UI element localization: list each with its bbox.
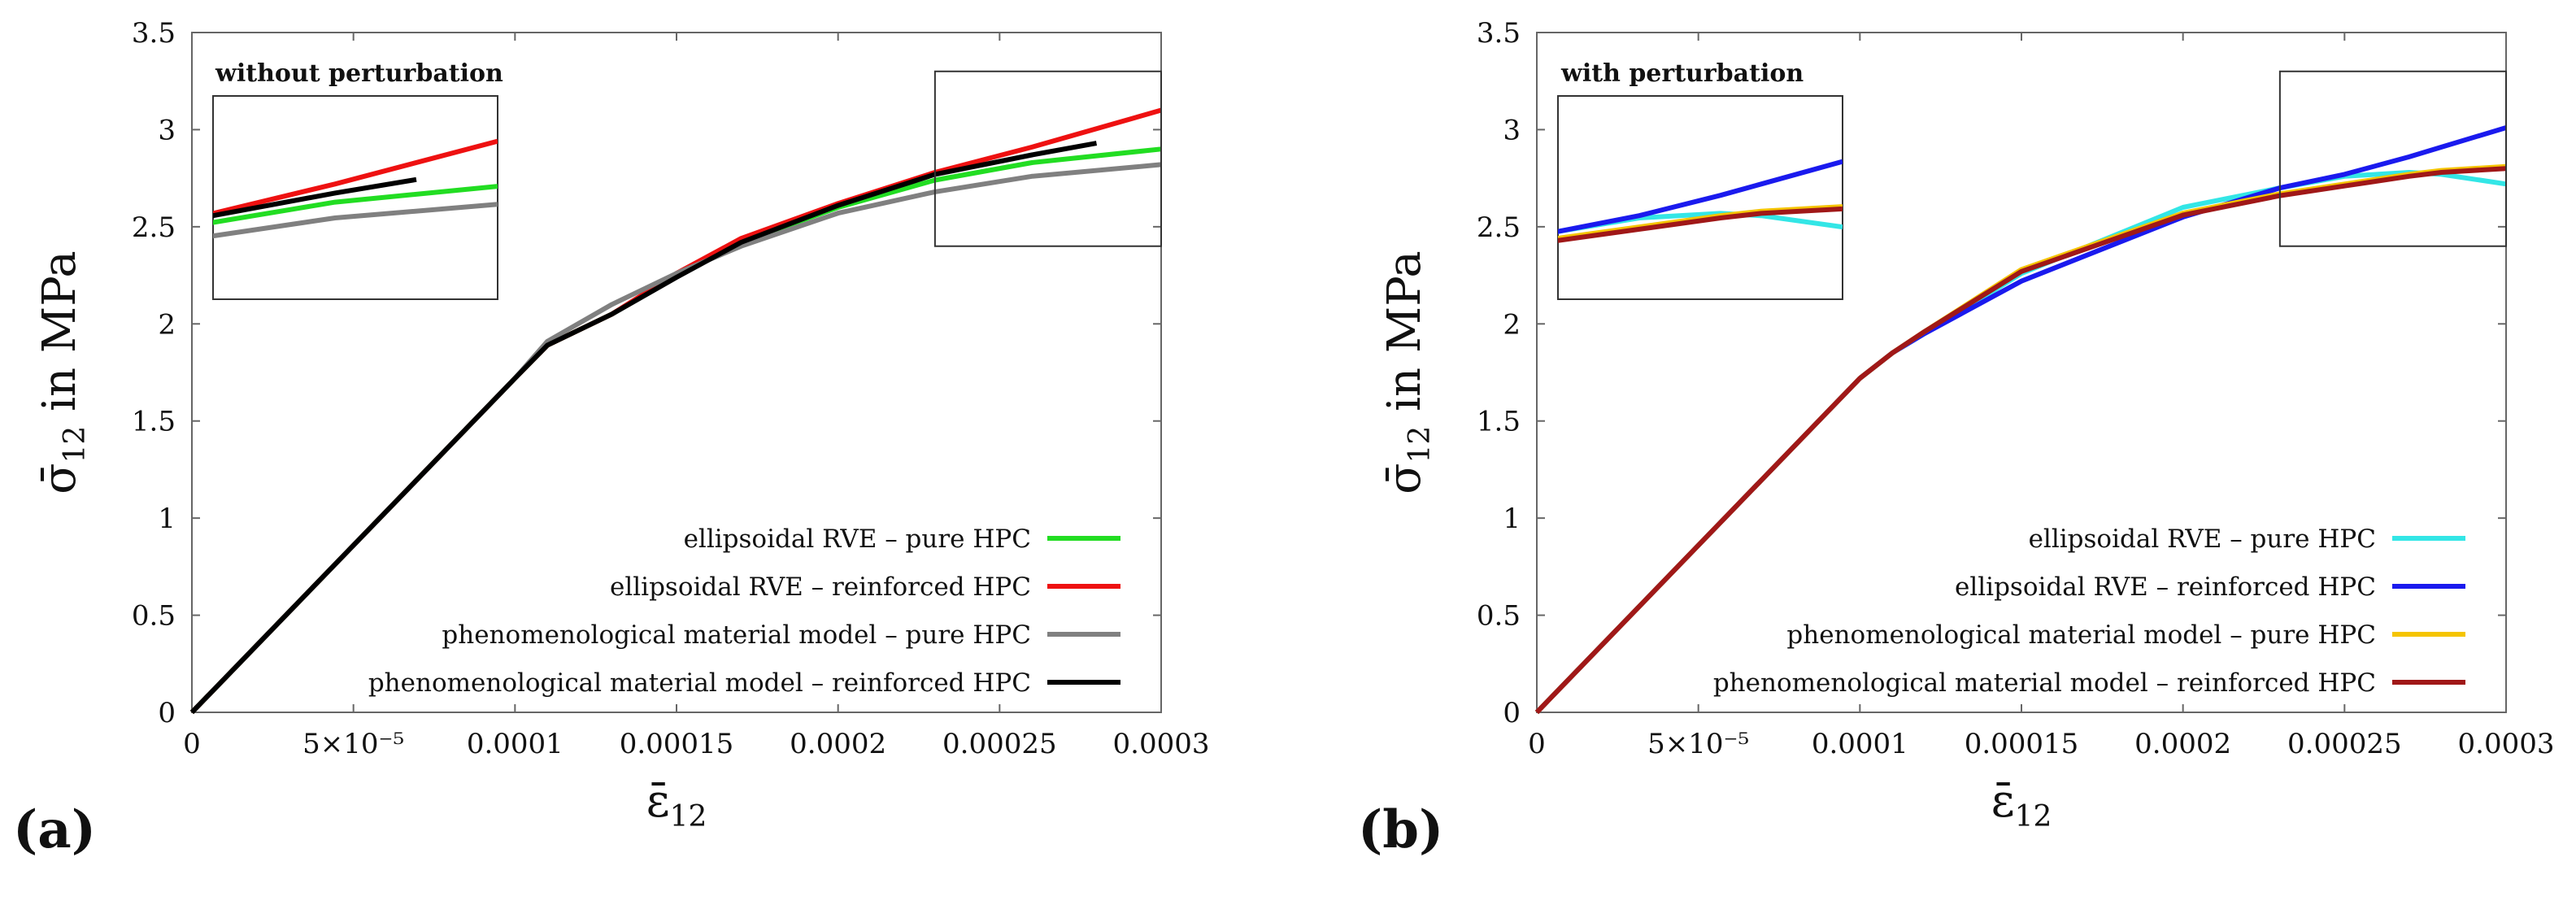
x-axis-label-b: ε̄12 [1991, 775, 2052, 834]
legend-label-3: phenomenological material model – pure H… [1786, 620, 2376, 650]
x-tick-label: 0.00015 [620, 728, 734, 760]
y-tick-label: 3 [1503, 114, 1521, 146]
y-tick-label: 1.5 [132, 406, 176, 438]
x-tick-label: 0.00015 [1965, 728, 2079, 760]
y-tick-label: 2.5 [1477, 211, 1521, 244]
inset-series-line-1 [213, 184, 498, 225]
inset-frame-b [1557, 95, 1843, 300]
y-axis-label-a: σ̄12 in MPa [33, 250, 92, 494]
y-tick-label: 1 [158, 503, 176, 535]
x-tick-label: 0.00025 [2287, 728, 2402, 760]
y-tick-label: 0 [158, 697, 176, 729]
inset-title-a: without perturbation [215, 59, 503, 88]
y-tick-label: 1 [1503, 503, 1521, 535]
inset-series-line-2 [1558, 159, 1843, 234]
inset-series-line-4 [213, 176, 417, 219]
x-tick-label: 0.0002 [790, 728, 886, 760]
series-line-4 [189, 141, 1098, 715]
inset-series-line-2 [213, 138, 498, 216]
y-tick-label: 1.5 [1477, 406, 1521, 438]
legend-a: ellipsoidal RVE – pure HPC ellipsoidal RV… [368, 524, 1120, 698]
legend-label-3: phenomenological material model – pure H… [442, 620, 1031, 650]
inset-frame-a [212, 95, 498, 300]
inset-series-line-3 [213, 202, 498, 239]
legend-label-1: ellipsoidal RVE – pure HPC [2029, 524, 2376, 554]
y-tick-label: 0 [1503, 697, 1521, 729]
inset-series-line-4 [1558, 206, 1843, 243]
legend-label-1: ellipsoidal RVE – pure HPC [684, 524, 1031, 554]
y-tick-label: 3.5 [132, 17, 176, 50]
x-tick-label: 0.00025 [942, 728, 1057, 760]
legend-b: ellipsoidal RVE – pure HPC ellipsoidal RV… [1713, 524, 2465, 698]
y-tick-label: 2.5 [132, 211, 176, 244]
x-tick-label: 0.0003 [2458, 728, 2555, 760]
y-tick-label: 0.5 [1477, 600, 1521, 633]
y-tick-label: 3 [158, 114, 176, 146]
x-tick-label: 0.0002 [2134, 728, 2231, 760]
inset-title-b: with perturbation [1560, 59, 1804, 88]
legend-label-2: ellipsoidal RVE – reinforced HPC [1955, 572, 2376, 602]
legend-label-4: phenomenological material model – reinfo… [1713, 668, 2376, 698]
x-tick-label: 0.0001 [1812, 728, 1908, 760]
legend-label-2: ellipsoidal RVE – reinforced HPC [610, 572, 1031, 602]
y-tick-label: 0.5 [132, 600, 176, 633]
x-tick-label: 5×10⁻⁵ [302, 728, 404, 760]
y-axis-label-b: σ̄12 in MPa [1378, 250, 1437, 494]
panel-b: 0 0.5 1 1.5 2 2.5 3 3.5 0 5×10⁻⁵ 0.0001 0.00015 0.0… [1358, 17, 2555, 860]
panel-label-b: (b) [1358, 799, 1443, 860]
x-tick-label: 0 [183, 728, 201, 760]
y-tick-label: 2 [158, 308, 176, 341]
x-tick-label: 5×10⁻⁵ [1647, 728, 1749, 760]
y-tick-label: 3.5 [1477, 17, 1521, 50]
legend-label-4: phenomenological material model – reinfo… [368, 668, 1031, 698]
panel-a: 0 0.5 1 1.5 2 2.5 3 3.5 0 5×10⁻⁵ 0.0001 0.00015 0.0… [13, 17, 1210, 860]
zoom-region-box-a [933, 70, 1163, 247]
series-line-4 [1534, 166, 2507, 715]
zoom-region-box-b [2278, 70, 2508, 247]
panel-label-a: (a) [13, 799, 96, 860]
x-tick-label: 0 [1528, 728, 1546, 760]
x-tick-label: 0.0003 [1113, 728, 1210, 760]
y-tick-label: 2 [1503, 308, 1521, 341]
x-axis-label-a: ε̄12 [646, 775, 707, 834]
x-tick-label: 0.0001 [467, 728, 564, 760]
